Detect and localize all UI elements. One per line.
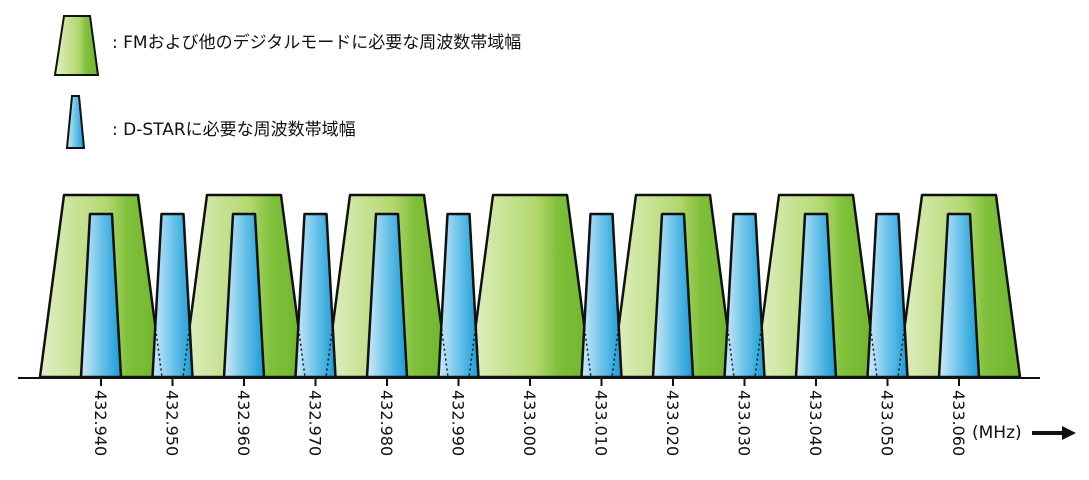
- hidden-edge: [611, 194, 637, 378]
- tick-label: 432.950: [163, 390, 182, 456]
- tick-label: 433.010: [592, 390, 611, 456]
- tick-label: 432.980: [377, 390, 396, 456]
- legend-label: : FMおよび他のデジタルモードに必要な周波数帯域幅: [112, 32, 521, 53]
- bands: [38, 193, 1022, 379]
- hidden-edge: [137, 194, 163, 378]
- hidden-edge: [280, 194, 306, 378]
- dstar-band: [437, 212, 480, 379]
- tick-label: 433.060: [949, 390, 968, 456]
- dstar-band: [294, 212, 337, 379]
- tick-label: 432.960: [234, 390, 253, 456]
- hidden-edge: [897, 194, 923, 378]
- hidden-edge: [995, 194, 1021, 378]
- hidden-edge: [423, 194, 449, 378]
- hidden-edge: [709, 194, 735, 378]
- tick-label: 433.030: [735, 390, 754, 456]
- tick-label: 433.050: [878, 390, 897, 456]
- legend-label: : D-STARに必要な周波数帯域幅: [112, 120, 356, 140]
- tick-label: 433.040: [806, 390, 825, 456]
- tick-label: 432.940: [91, 390, 110, 456]
- hidden-edge: [325, 194, 351, 378]
- tick-label: 433.020: [663, 390, 682, 456]
- legend-green-icon: [53, 15, 100, 76]
- hidden-edge: [468, 194, 494, 378]
- tick-label: 432.970: [306, 390, 325, 456]
- dstar-band: [580, 212, 623, 379]
- dstar-band: [151, 212, 194, 379]
- hidden-edge: [39, 194, 65, 378]
- dstar-band: [723, 212, 766, 379]
- unit-label: (MHz): [972, 423, 1022, 443]
- hidden-edge: [852, 194, 878, 378]
- hidden-edge: [182, 194, 208, 378]
- legend: : FMおよび他のデジタルモードに必要な周波数帯域幅 : D-STARに必要な周…: [53, 15, 521, 149]
- dstar-band: [866, 212, 909, 379]
- legend-blue-icon: [65, 95, 86, 149]
- ticks: 432.940 432.950 432.960 432.970 432.980 432.9…: [91, 378, 968, 456]
- fm-band: [467, 193, 593, 379]
- arrow-head: [1062, 426, 1076, 440]
- tick-label: 432.990: [449, 390, 468, 456]
- tick-label: 433.000: [520, 390, 539, 456]
- hidden-edge: [754, 194, 780, 378]
- hidden-edge: [566, 194, 592, 378]
